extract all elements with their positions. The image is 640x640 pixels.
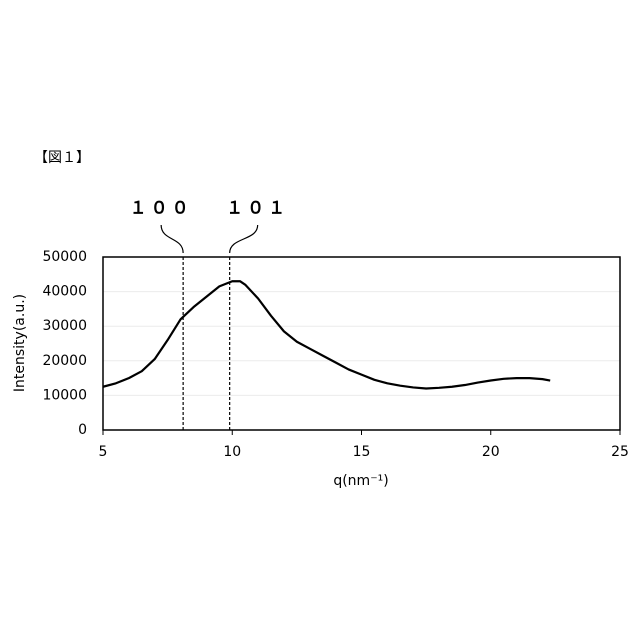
reference-label: １０１ [226,199,289,219]
x-axis-label: q(nm⁻¹) [333,473,388,489]
y-tick-label: 0 [78,422,87,438]
x-tick-label: 5 [99,444,108,460]
figure-label: 【図１】 [34,150,90,166]
y-tick-label: 10000 [42,387,87,403]
plot-frame [103,257,620,430]
leader-line [161,225,183,253]
y-tick-label: 40000 [42,284,87,300]
leader-line [230,225,258,253]
x-tick-label: 25 [611,444,629,460]
y-axis-label: Intensity(a.u.) [12,294,28,392]
data-line [103,281,550,388]
chart: 【図１】 Intensity(a.u.) q(nm⁻¹) 0 10000 20000… [0,0,640,640]
x-tick-label: 10 [223,444,241,460]
y-tick-label: 30000 [42,318,87,334]
y-tick-label: 50000 [42,249,87,265]
x-tick-label: 15 [353,444,371,460]
y-tick-label: 20000 [42,353,87,369]
x-tick-label: 20 [482,444,500,460]
reference-label: １００ [130,199,193,219]
